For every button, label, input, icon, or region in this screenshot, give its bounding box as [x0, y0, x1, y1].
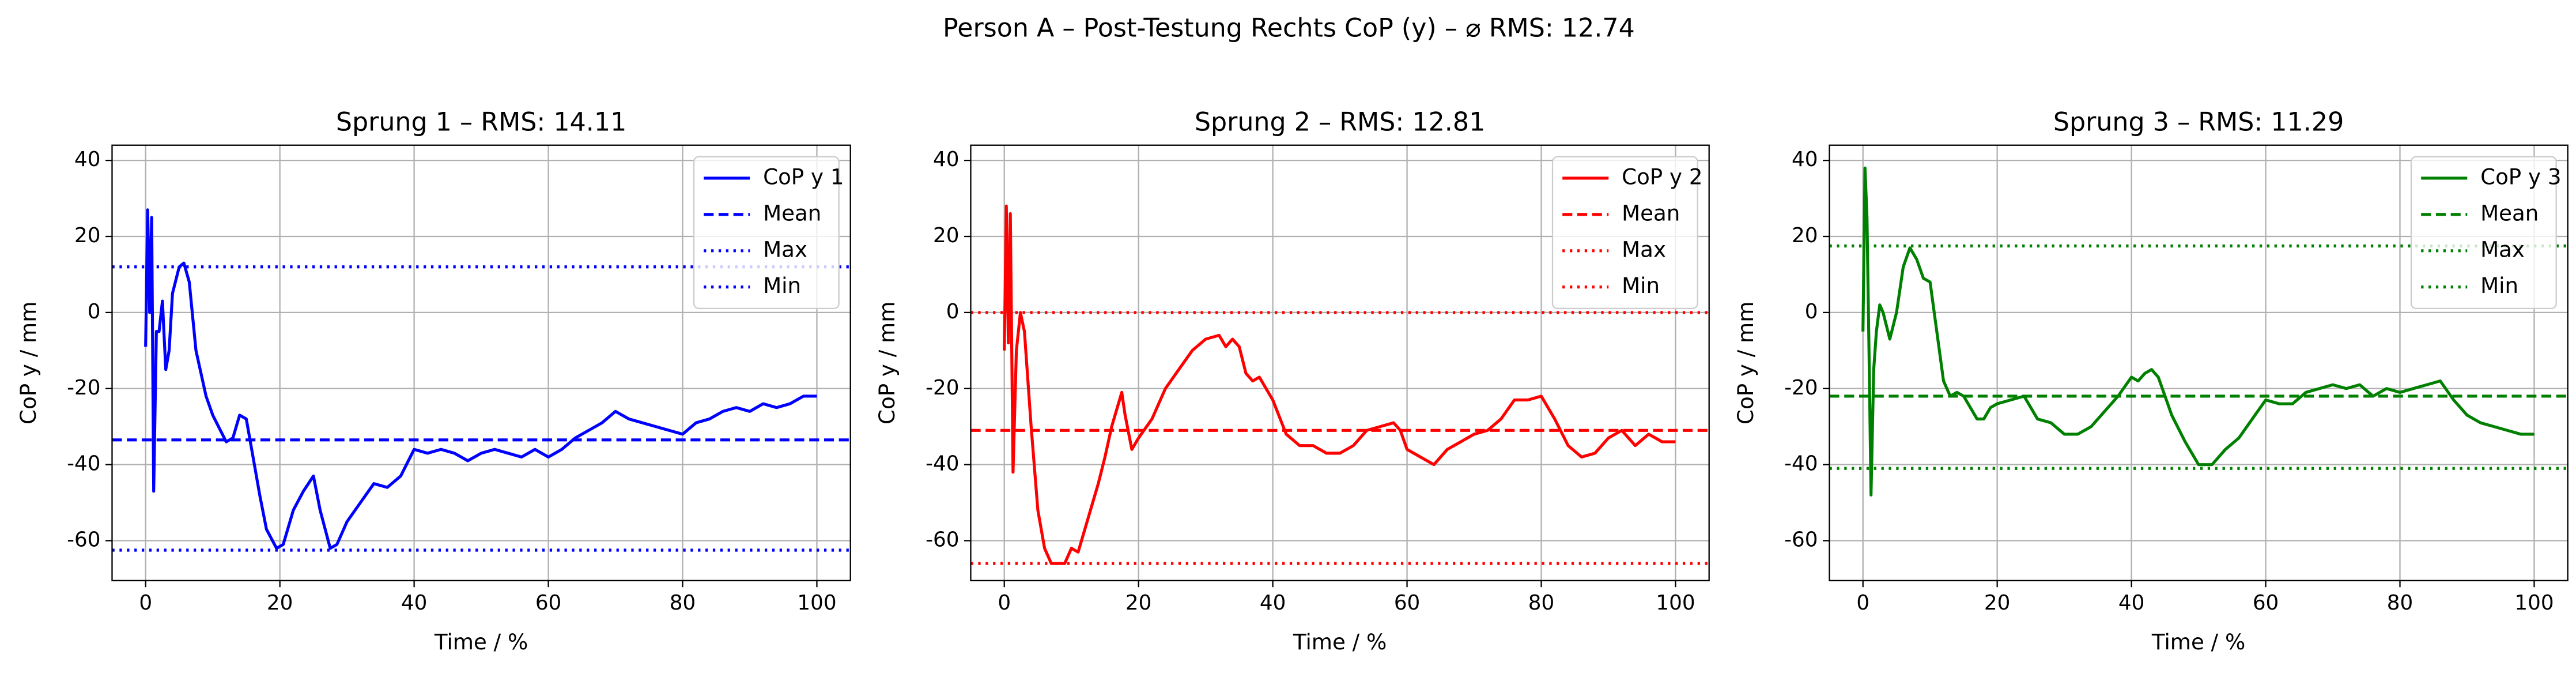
legend-label: CoP y 2	[1622, 164, 1702, 189]
y-tick-label: 0	[946, 300, 960, 324]
legend-label: CoP y 3	[2480, 164, 2561, 189]
subplot-title: Sprung 3 – RMS: 11.29	[2053, 108, 2344, 137]
y-tick-label: 40	[74, 148, 100, 171]
axes-frame	[111, 144, 851, 581]
x-tick-label: 60	[1394, 591, 1420, 615]
legend-label: Mean	[1622, 200, 1680, 225]
x-axis-label: Time / %	[1293, 629, 1387, 655]
subplot: Sprung 3 – RMS: 11.29 0 20 40 60 80 100 -60 -40 -…	[1733, 108, 2569, 655]
subplot-title: Sprung 2 – RMS: 12.81	[1195, 108, 1485, 137]
legend-label: Min	[2480, 273, 2518, 298]
legend-label: Max	[1622, 236, 1666, 262]
legend-label: CoP y 1	[763, 164, 844, 189]
legend-label: Mean	[763, 200, 821, 225]
axes-frame	[970, 144, 1710, 581]
y-tick-label: -20	[67, 376, 100, 400]
x-tick-label: 0	[998, 591, 1011, 615]
legend-box	[1551, 156, 1698, 310]
legend-box	[693, 156, 840, 310]
y-tick-label: -60	[67, 528, 100, 552]
axes-frame	[1829, 144, 2569, 581]
y-tick-label: 20	[1792, 224, 1818, 247]
y-tick-label: -20	[926, 376, 959, 400]
y-tick-label: -60	[926, 528, 959, 552]
x-tick-label: 20	[1984, 591, 2010, 615]
x-axis-label: Time / %	[434, 629, 528, 655]
y-tick-label: 20	[933, 224, 959, 247]
x-tick-label: 0	[1856, 591, 1869, 615]
data-line	[1861, 166, 2535, 497]
y-tick-label: 40	[1792, 148, 1818, 171]
y-axis-label: CoP y / mm	[874, 302, 900, 424]
x-tick-label: 40	[1260, 591, 1286, 615]
y-tick-label: 20	[74, 224, 100, 247]
y-tick-label: 0	[1805, 300, 1818, 324]
y-axis-label: CoP y / mm	[1733, 302, 1758, 424]
x-tick-label: 100	[797, 591, 836, 615]
y-tick-label: -60	[1784, 528, 1818, 552]
y-tick-label: -40	[926, 452, 959, 476]
x-tick-label: 40	[2118, 591, 2144, 615]
figure-title: Person A – Post-Testung Rechts CoP (y) –…	[943, 14, 1635, 43]
y-tick-label: -20	[1784, 376, 1818, 400]
legend-box	[2410, 156, 2557, 310]
y-tick-label: -40	[67, 452, 100, 476]
plot-area	[1829, 166, 2568, 497]
x-tick-label: 20	[267, 591, 293, 615]
x-axis-label: Time / %	[2151, 629, 2245, 655]
legend-label: Mean	[2480, 200, 2539, 225]
plot-area	[112, 208, 851, 552]
legend-label: Max	[2480, 236, 2525, 262]
y-tick-label: -40	[1784, 452, 1818, 476]
legend-label: Min	[763, 273, 801, 298]
subplot: Sprung 1 – RMS: 14.11 0 20 40 60 80 100 -60 -40 -…	[16, 108, 851, 655]
x-tick-label: 20	[1125, 591, 1151, 615]
y-tick-label: 0	[88, 300, 101, 324]
x-tick-label: 100	[2514, 591, 2554, 615]
subplot: Sprung 2 – RMS: 12.81 0 20 40 60 80 100 -60 -40 -…	[874, 108, 1710, 655]
y-tick-label: 40	[933, 148, 959, 171]
x-tick-label: 40	[401, 591, 427, 615]
x-tick-label: 80	[2387, 591, 2413, 615]
x-tick-label: 100	[1656, 591, 1695, 615]
y-axis-label: CoP y / mm	[16, 302, 41, 424]
x-tick-label: 80	[670, 591, 696, 615]
x-tick-label: 60	[2253, 591, 2279, 615]
plot-area	[970, 204, 1709, 565]
x-tick-label: 60	[535, 591, 561, 615]
subplot-title: Sprung 1 – RMS: 14.11	[336, 108, 626, 137]
x-tick-label: 0	[139, 591, 152, 615]
x-tick-label: 80	[1528, 591, 1554, 615]
legend-label: Min	[1622, 273, 1660, 298]
legend-label: Max	[763, 236, 807, 262]
